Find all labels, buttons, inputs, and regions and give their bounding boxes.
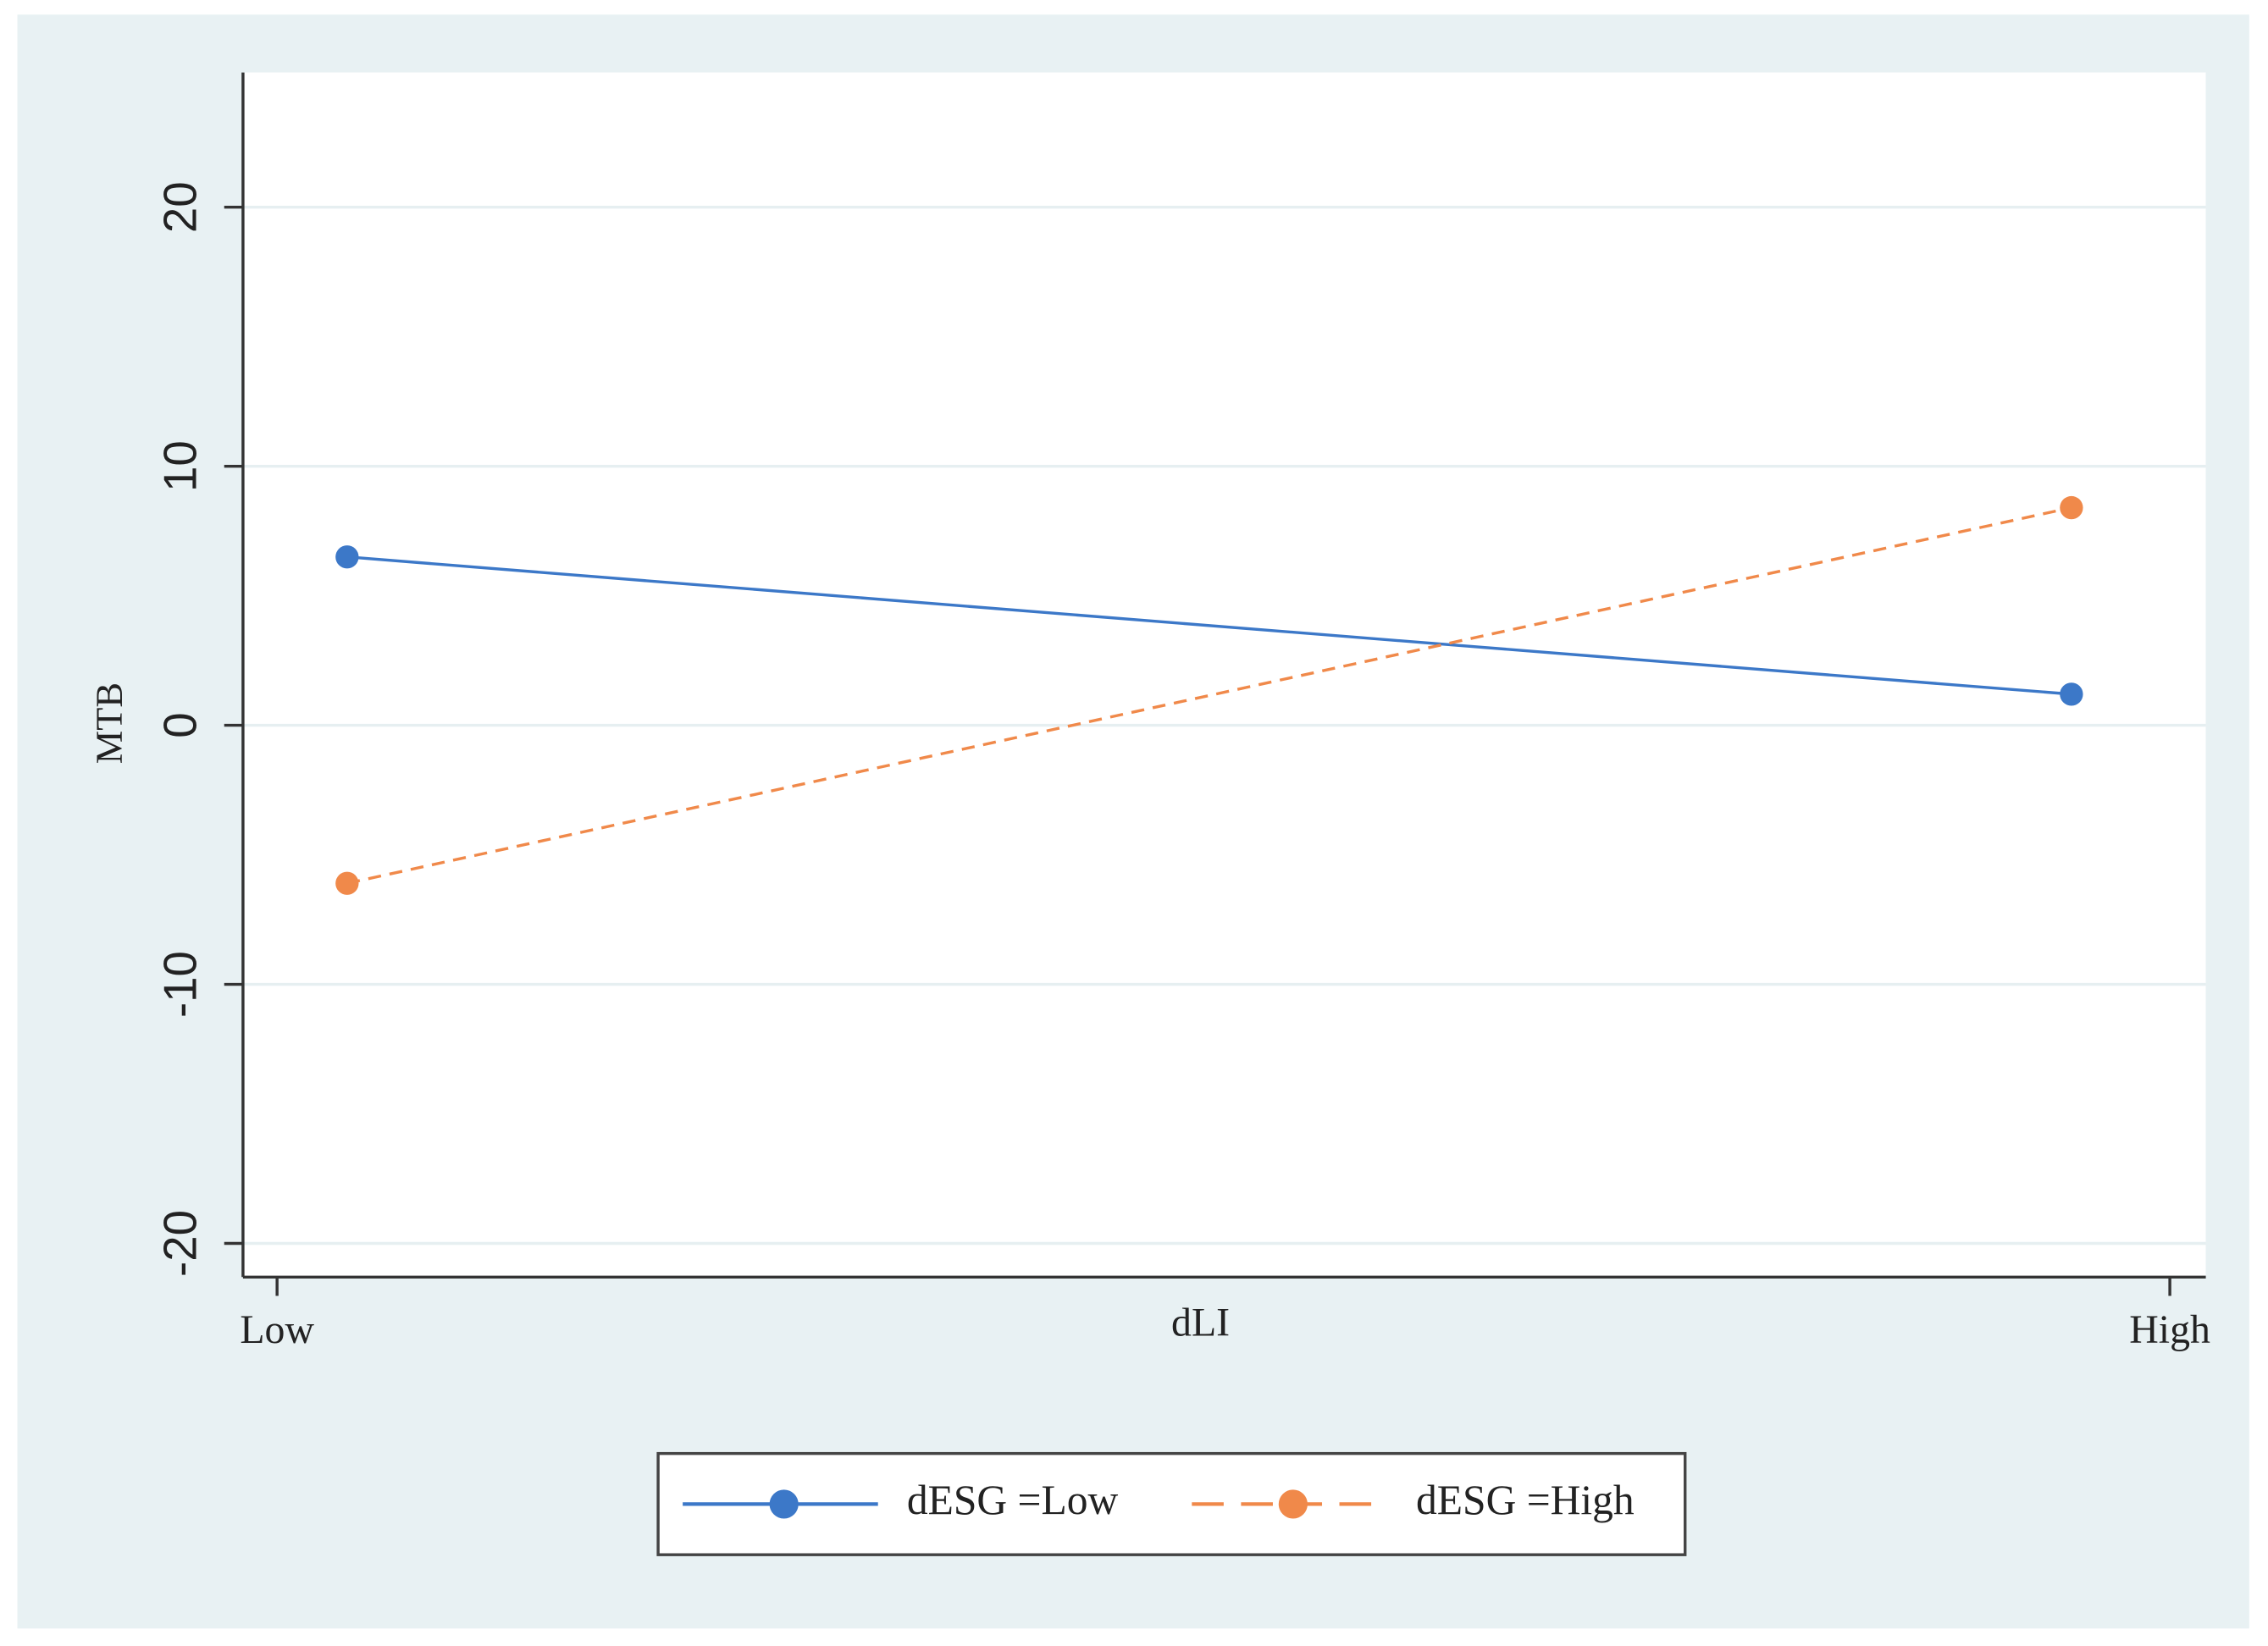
plot-area [242,72,2206,1278]
y-tick-label: -20 [154,1210,206,1277]
x-tick-label: Low [240,1307,314,1352]
legend-marker [1278,1489,1308,1519]
y-tick-label: 10 [154,440,206,492]
y-axis-label: MTB [87,682,130,764]
y-tick-label: -10 [154,951,206,1018]
data-point [2060,682,2083,706]
y-tick-label: 20 [154,181,206,233]
x-tick-label: High [2129,1307,2210,1352]
x-axis-label: dLI [1171,1300,1230,1345]
data-point [335,545,359,569]
series-line [346,505,2072,885]
data-point [335,871,359,895]
legend-label: dESG =Low [907,1477,1119,1523]
y-tick-label: 0 [154,712,206,737]
legend-marker [769,1489,799,1519]
data-point [2060,495,2083,520]
legend-label: dESG =High [1416,1477,1635,1523]
series-line [346,555,2072,696]
